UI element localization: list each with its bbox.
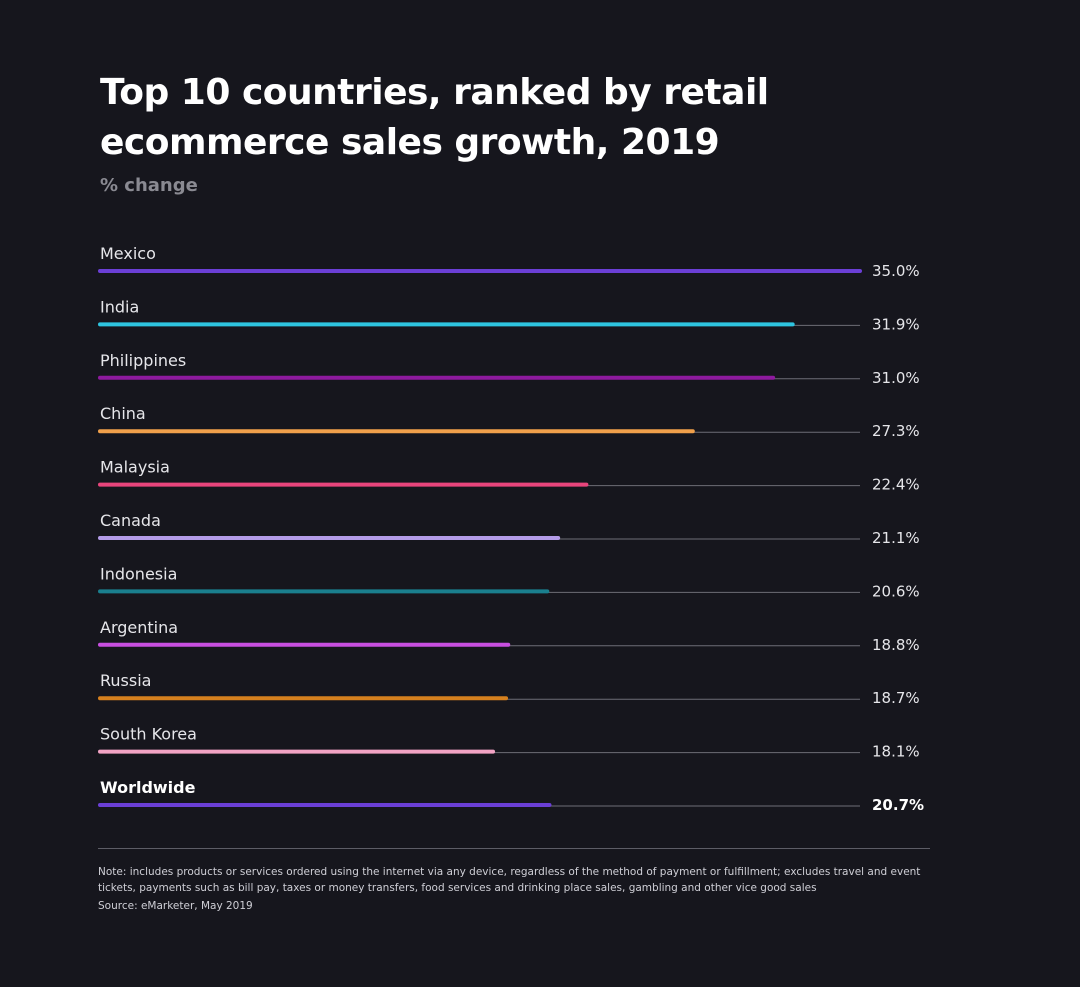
value-label: 21.1% xyxy=(872,529,920,547)
category-label: Mexico xyxy=(100,244,156,263)
value-label: 31.9% xyxy=(872,315,920,333)
category-label: Philippines xyxy=(100,351,186,370)
source-note: Source: eMarketer, May 2019 xyxy=(98,900,253,912)
value-label: 18.7% xyxy=(872,689,920,707)
bar-row-india: India 31.9% xyxy=(98,297,920,333)
chart-subtitle: % change xyxy=(100,175,198,196)
value-label: 35.0% xyxy=(872,262,920,280)
footnote: Note: includes products or services orde… xyxy=(98,866,921,894)
category-label: Malaysia xyxy=(100,458,170,477)
bar-row-russia: Russia 18.7% xyxy=(98,671,920,707)
category-label: Indonesia xyxy=(100,564,177,583)
chart-title: Top 10 countries, ranked by retail ecomm… xyxy=(100,72,769,163)
category-label: Argentina xyxy=(100,618,178,637)
category-label: Canada xyxy=(100,511,161,530)
bar-row-mexico: Mexico 35.0% xyxy=(98,244,920,280)
bar-chart: Mexico 35.0% India 31.9% Philippines 31.0% Chi… xyxy=(98,244,924,814)
value-label: 20.7% xyxy=(872,796,924,814)
bar-row-philippines: Philippines 31.0% xyxy=(98,351,920,387)
category-label: South Korea xyxy=(100,725,197,744)
category-label: China xyxy=(100,404,146,423)
value-label: 22.4% xyxy=(872,476,920,494)
value-label: 18.1% xyxy=(872,743,920,761)
footer-divider xyxy=(98,848,930,849)
category-label: Worldwide xyxy=(100,778,196,797)
bar-row-china: China 27.3% xyxy=(98,404,920,440)
category-label: Russia xyxy=(100,671,151,690)
value-label: 20.6% xyxy=(872,582,920,600)
bar-row-canada: Canada 21.1% xyxy=(98,511,920,547)
bar-row-south-korea: South Korea 18.1% xyxy=(98,725,920,761)
value-label: 27.3% xyxy=(872,422,920,440)
bar-row-argentina: Argentina 18.8% xyxy=(98,618,920,654)
bar-row-worldwide: Worldwide 20.7% xyxy=(98,778,924,814)
value-label: 18.8% xyxy=(872,636,920,654)
category-label: India xyxy=(100,297,139,316)
bar-row-indonesia: Indonesia 20.6% xyxy=(98,564,920,600)
value-label: 31.0% xyxy=(872,369,920,387)
bar-row-malaysia: Malaysia 22.4% xyxy=(98,458,920,494)
